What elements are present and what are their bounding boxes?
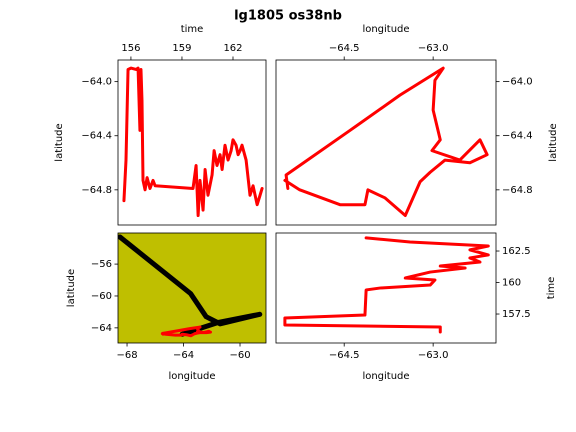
x-tick-label: −64 (173, 350, 194, 361)
x-tick-label: 159 (172, 43, 191, 54)
axes-frame (275, 59, 497, 226)
axes-frame (117, 59, 267, 226)
plot-area (118, 234, 263, 338)
axes-frame (275, 232, 497, 344)
x-tick-label: 156 (121, 43, 140, 54)
y-axis-label: latitude (54, 123, 65, 161)
y-axis-label: time (546, 277, 557, 300)
x-tick-label: −63.0 (418, 350, 449, 361)
axes-background (118, 233, 266, 343)
y-tick-label: −64.4 (502, 131, 533, 142)
x-axis-label: longitude (168, 371, 215, 382)
x-tick-label: 162 (223, 43, 242, 54)
series-line (160, 325, 212, 338)
y-tick-label: −56 (91, 259, 112, 270)
series-line (283, 66, 489, 218)
y-tick-label: 162.5 (502, 246, 531, 257)
plot-area (122, 66, 264, 218)
x-axis-label: longitude (362, 371, 409, 382)
figure-title: lg1805 os38nb (234, 9, 342, 24)
plot-area (283, 66, 489, 218)
y-tick-label: 160 (502, 278, 521, 289)
x-axis-label: longitude (362, 24, 409, 35)
y-tick-label: −64.8 (502, 185, 533, 196)
y-axis-label: latitude (66, 269, 77, 307)
x-tick-label: −64.5 (329, 350, 360, 361)
y-tick-label: −64 (91, 323, 112, 334)
x-axis-label: time (181, 24, 204, 35)
y-tick-label: 157.5 (502, 309, 531, 320)
plot-area (283, 236, 490, 334)
series-line (122, 66, 264, 218)
x-tick-label: −64.5 (329, 43, 360, 54)
x-tick-label: −60 (229, 350, 250, 361)
y-axis-label: latitude (548, 123, 559, 161)
y-tick-label: −64.0 (81, 77, 112, 88)
x-tick-label: −63.0 (418, 43, 449, 54)
series-line (283, 236, 490, 334)
y-tick-label: −64.4 (81, 131, 112, 142)
y-tick-label: −60 (91, 291, 112, 302)
y-tick-label: −64.8 (81, 185, 112, 196)
series-line (118, 234, 263, 337)
y-tick-label: −64.0 (502, 77, 533, 88)
axes-frame (117, 232, 267, 344)
x-tick-label: −68 (116, 350, 137, 361)
